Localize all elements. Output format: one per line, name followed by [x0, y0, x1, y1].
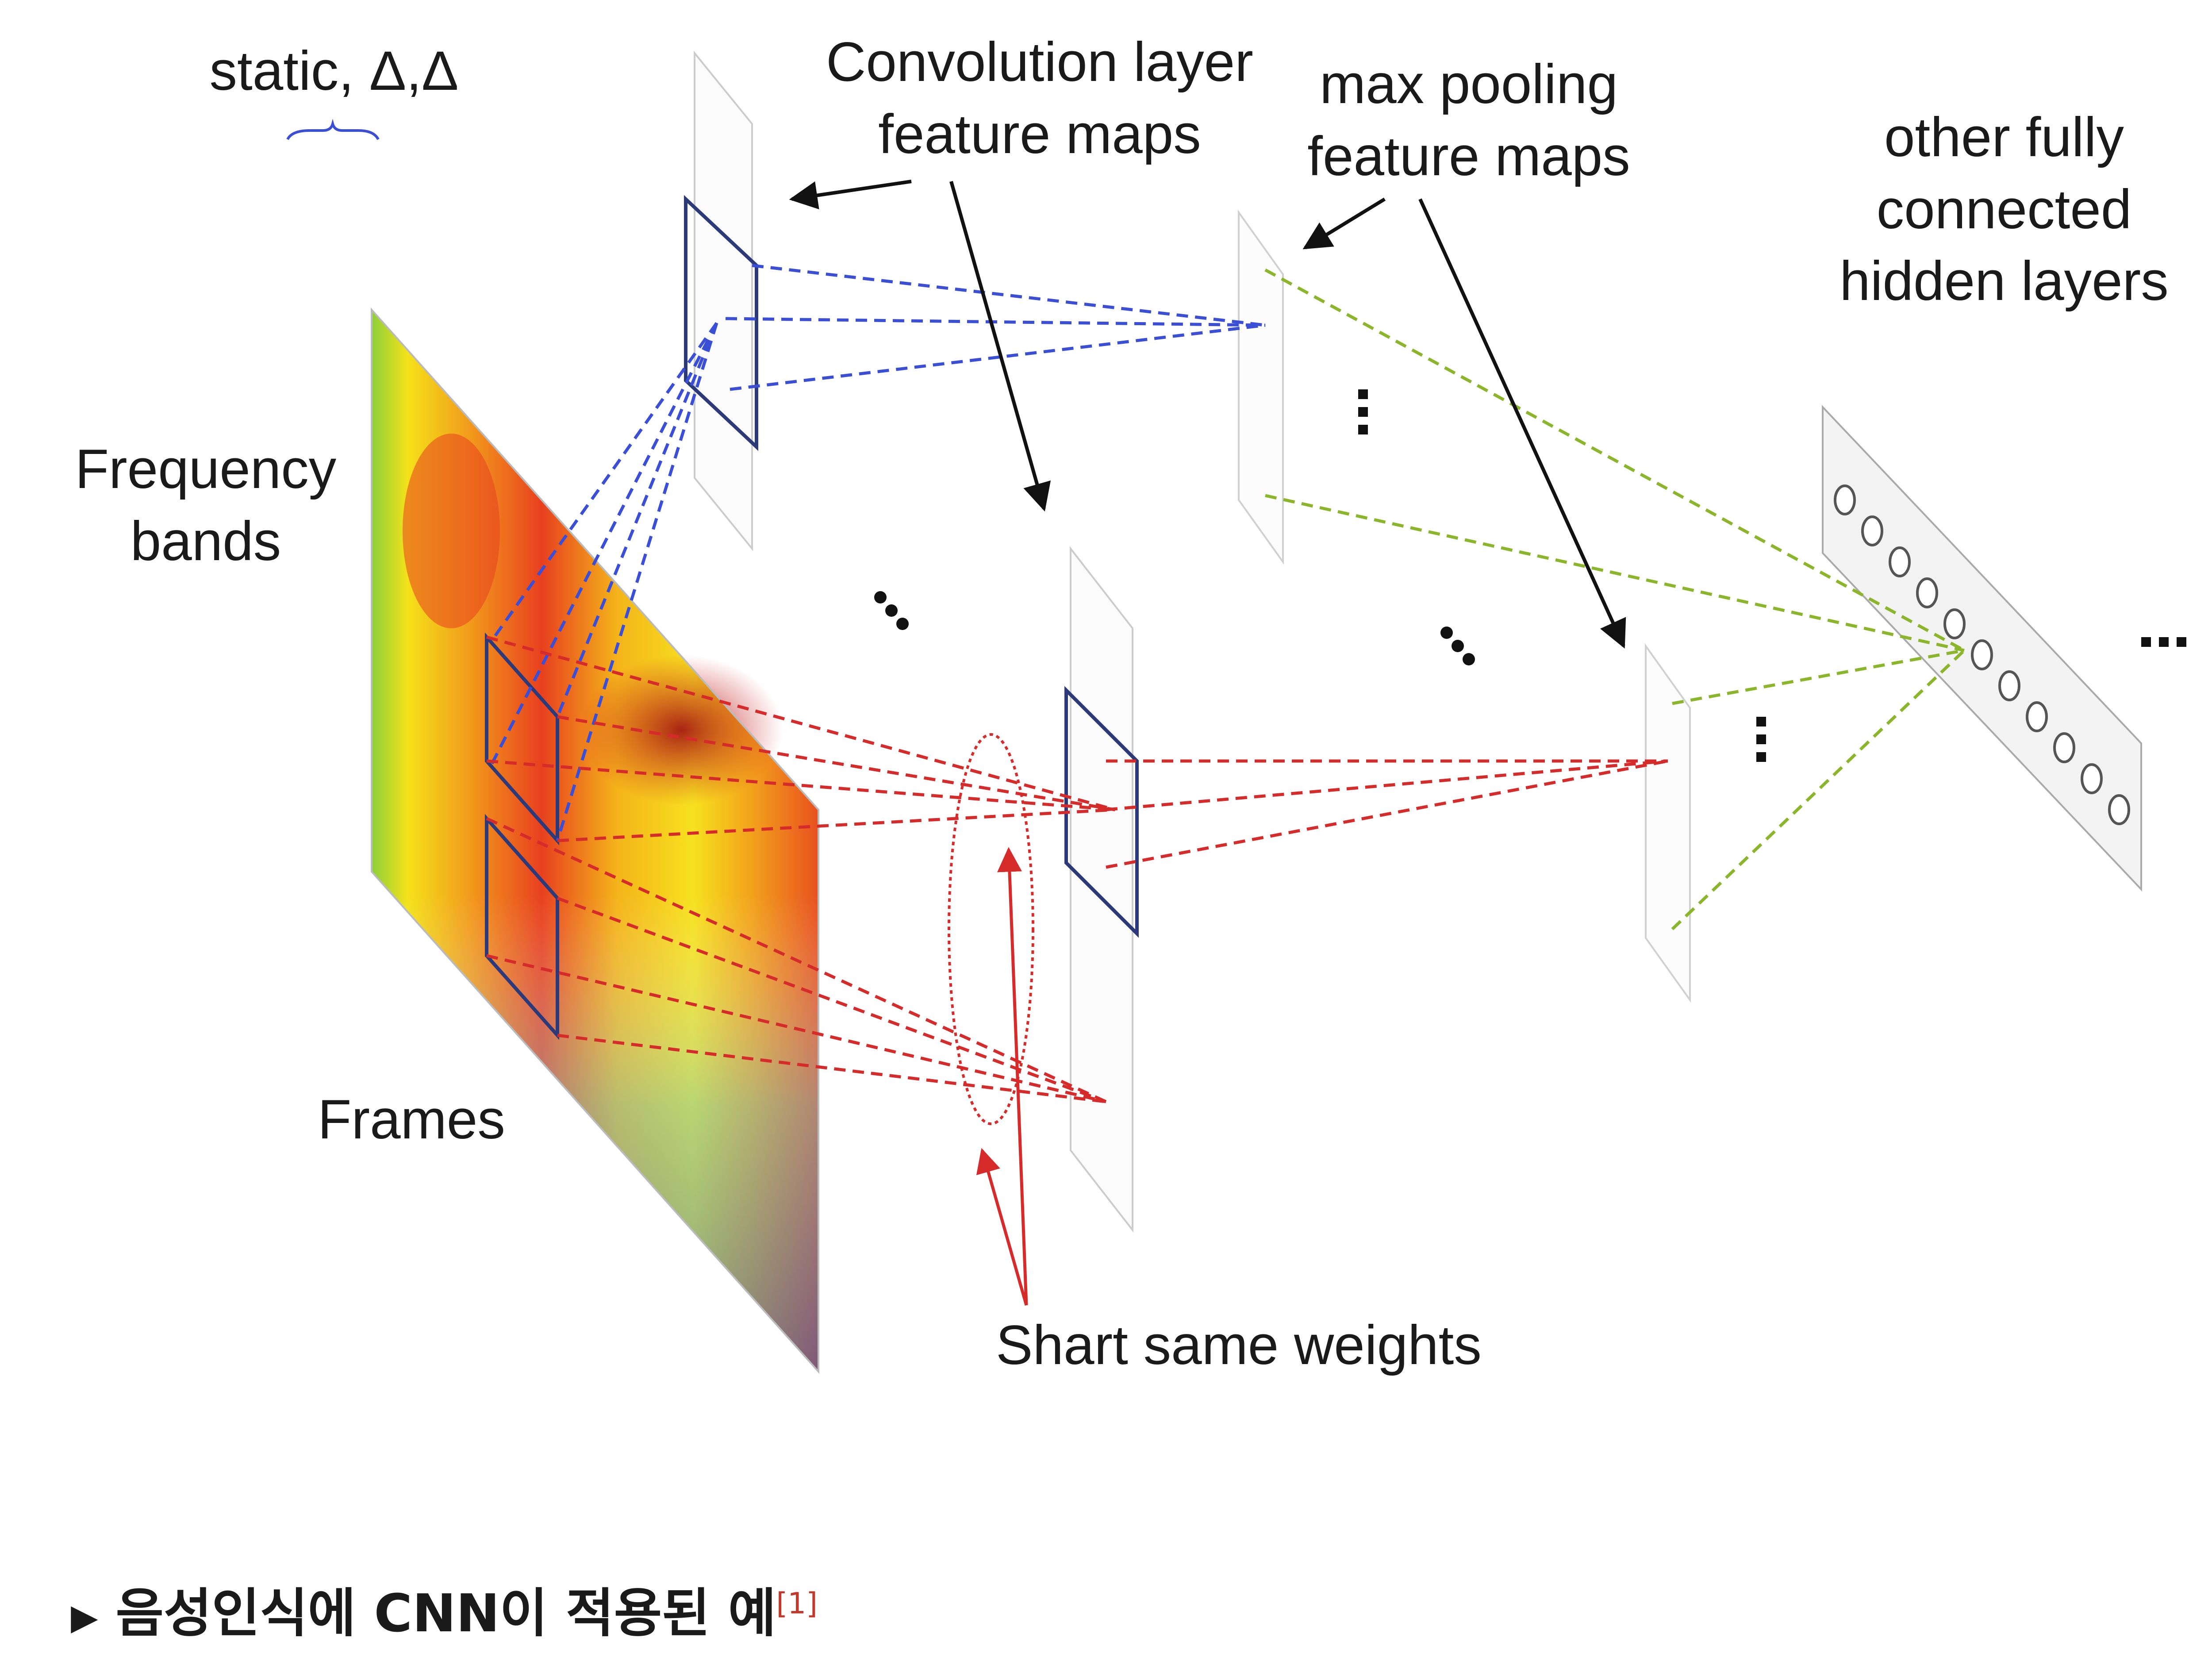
ellipsis-icon — [874, 591, 909, 630]
ellipsis-icon — [1756, 717, 1766, 762]
fully-connected-layer — [1822, 404, 2142, 892]
green-links — [1264, 268, 1966, 930]
weight-arrows — [976, 847, 1028, 1306]
static-delta-label: static, Δ,Δ — [209, 40, 459, 102]
arrow-icon — [949, 181, 1051, 512]
max-pooling-map-bottom — [1645, 643, 1691, 1003]
red-links — [486, 635, 1668, 1103]
conv-feature-map-bottom — [1064, 546, 1139, 1233]
convolution-layer-label: Convolution layer feature maps — [826, 31, 1253, 165]
neuron-node — [1943, 608, 1966, 639]
neuron-node — [1971, 639, 1993, 670]
conv-feature-map-top — [684, 50, 758, 551]
fully-connected-label: other fully connected hidden layers — [1839, 107, 2169, 312]
neuron-node — [1861, 515, 1883, 546]
caption-reference: [1] — [776, 1586, 818, 1621]
arrow-icon — [789, 180, 912, 210]
max-pooling-label: max pooling feature maps — [1307, 54, 1630, 187]
ellipsis-icon — [1440, 627, 1475, 665]
neuron-node — [1889, 546, 1911, 577]
neuron-column — [1834, 484, 2130, 825]
arrow-icon — [1418, 198, 1626, 649]
caption-text: 음성인식에 CNN이 적용된 예 — [115, 1583, 776, 1644]
figure-caption: ▶ 음성인식에 CNN이 적용된 예[1] — [71, 1571, 818, 1646]
spectrogram-input — [371, 307, 819, 1374]
neuron-node — [2081, 763, 2103, 794]
max-pooling-map-top — [1238, 209, 1284, 565]
arrow-icon — [976, 1148, 1028, 1306]
shared-weights-label: Shart same weights — [996, 1315, 1482, 1376]
neuron-node — [2053, 732, 2075, 763]
ellipsis-icon — [1358, 389, 1368, 434]
triangle-bullet-icon: ▶ — [71, 1596, 98, 1638]
brace-icon — [286, 119, 380, 140]
neuron-node — [1834, 484, 1856, 515]
frames-label: Frames — [318, 1089, 505, 1150]
neuron-node — [2108, 794, 2130, 825]
blue-links — [489, 264, 1266, 842]
neuron-node — [1916, 577, 1938, 608]
ellipsis-icon — [2141, 637, 2186, 647]
frequency-bands-label: Frequency bands — [75, 438, 337, 572]
neuron-node — [1998, 670, 2020, 701]
arrow-icon — [997, 847, 1028, 1306]
neuron-node — [2026, 701, 2048, 732]
arrow-icon — [1302, 197, 1386, 250]
ellipsis-group — [874, 389, 2186, 762]
shared-weights-ellipse — [948, 733, 1034, 1125]
annotation-arrows — [789, 180, 1626, 649]
